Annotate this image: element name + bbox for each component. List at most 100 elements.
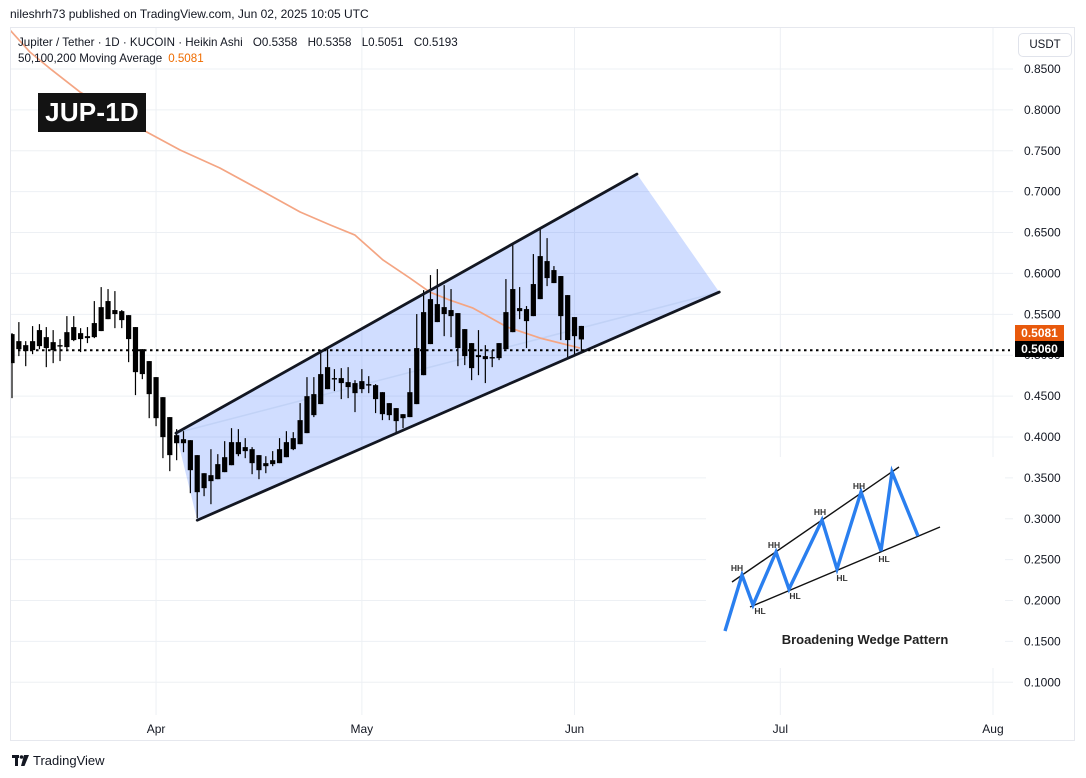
candle [427,275,434,345]
broadening-wedge-inset-image: HH HH HH HH HL HL HL HL Broadening Wedge Pattern [706,457,1005,668]
channel-upper-trendline[interactable] [174,172,639,435]
candle-body [523,309,530,322]
indicator-value: 0.5081 [168,52,204,65]
candle [50,330,56,364]
inset-swing-label: HL [878,554,889,564]
inset-swing-label: HH [731,563,743,573]
candle [544,238,550,287]
channel-diagonal [175,291,720,434]
candle [91,301,97,339]
price-tick-label: 0.4500 [1024,389,1061,403]
candle-body [283,442,289,458]
time-tick-label: May [351,722,374,736]
candle [338,368,344,400]
candle [112,291,118,329]
candle [71,316,77,342]
candle [503,279,509,350]
candle [215,454,221,480]
time-axis[interactable]: Apr May Jun Jul Aug [147,722,1004,736]
candle [352,380,358,413]
ma-price-tag: 0.5081 [1015,325,1064,341]
candle-body [132,327,139,373]
currency-unit-button[interactable]: USDT [1018,33,1072,57]
price-tick-label: 0.7500 [1024,144,1061,158]
candle-body [290,438,296,450]
candle [469,343,475,381]
price-tick-label: 0.7000 [1024,185,1061,199]
candle-body [434,304,440,323]
candle-body [187,440,193,471]
candle-body [139,349,145,375]
ohlc-low: L0.5051 [361,36,404,49]
candle [23,341,29,367]
candle [578,325,584,352]
candle-body [71,327,77,341]
legend-indicator-row[interactable]: 50,100,200 Moving Average 0.5081 [18,51,458,67]
inset-swing-label: HH [768,540,780,550]
time-tick-label: Aug [982,722,1003,736]
candle-body [352,383,358,394]
tradingview-footer[interactable]: TradingView [12,751,105,769]
candle-body [270,460,276,465]
candle-body [91,323,97,338]
candle-body [36,330,43,347]
candle [551,266,557,284]
candle [208,449,214,505]
candle-body [510,289,516,333]
candle-body [119,311,125,321]
candle [84,327,91,344]
candle-body [455,313,461,349]
candle [98,287,104,332]
candle-body [462,329,468,357]
candle-body [23,345,29,352]
indicator-name[interactable]: 50,100,200 Moving Average [18,52,163,65]
candle [379,392,386,421]
candle-body [386,403,392,416]
candle-body [544,261,550,279]
ohlc-high: H0.5358 [307,36,352,49]
candle-body [304,396,310,434]
candle-body [84,336,91,339]
candle-body [345,382,351,388]
candle [482,345,488,384]
inset-swing-label: HH [853,481,865,491]
candle [565,295,571,358]
candle [29,326,36,355]
symbol-badge: JUP-1D [38,93,146,132]
candle-body [16,341,22,350]
published-by-text: nileshrh73 published on TradingView.com,… [10,7,369,21]
candle [489,350,495,368]
candle-body [530,284,536,317]
candle-body [297,420,303,445]
candle [263,456,269,474]
candle-body [558,276,564,317]
candle-body [78,333,84,340]
candle [11,333,15,399]
candle [517,287,523,320]
candle-body [571,317,578,337]
candle [297,403,303,445]
candle [126,315,132,363]
channel-fill [175,174,720,521]
candle [462,329,468,366]
candle-body [201,473,207,489]
candle-body [263,463,269,467]
candle-body [427,299,434,345]
candle [400,414,406,429]
price-tick-label: 0.4000 [1024,430,1061,444]
legend-series-row[interactable]: Jupiter / Tether · 1D · KUCOIN · Heikin … [18,35,458,51]
candle-body [517,308,523,312]
inset-zigzag-line [723,465,920,632]
candle [510,245,516,333]
channel-lower-trendline[interactable] [195,290,721,522]
candle-body [372,385,379,400]
candle [304,377,310,434]
candle-body [228,442,235,466]
symbol-description[interactable]: Jupiter / Tether · 1D · KUCOIN · Heikin … [18,36,243,49]
candle-body [146,361,152,395]
plot-area[interactable] [9,29,1014,522]
candle-body [407,392,413,418]
candle-body [276,449,283,464]
price-axis[interactable]: 0.8500 0.8000 0.7500 0.7000 0.6500 0.6000 0.55… [1024,62,1061,689]
